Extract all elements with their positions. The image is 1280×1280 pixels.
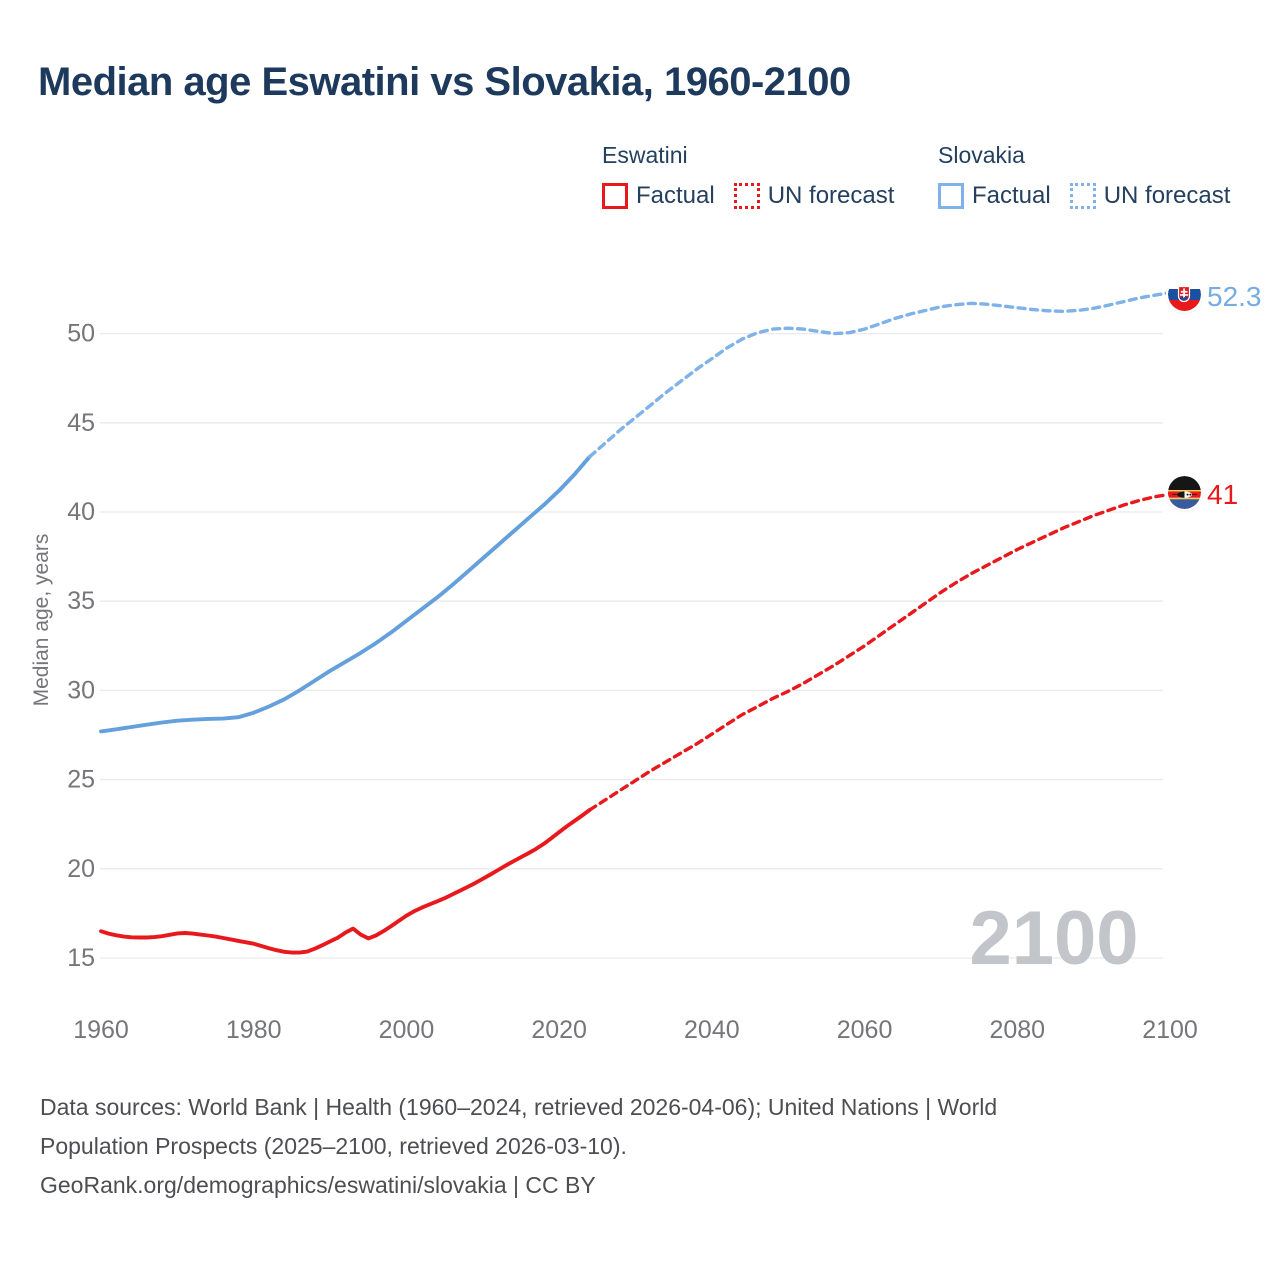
- legend-swatch-slovakia-factual[interactable]: [938, 183, 964, 209]
- footer-attribution-link[interactable]: GeoRank.org/demographics/eswatini/slovak…: [40, 1172, 596, 1198]
- legend-swatch-eswatini-forecast[interactable]: [733, 183, 760, 209]
- legend-swatch-eswatini-factual[interactable]: [602, 183, 628, 209]
- x-tick-label-2060: 2060: [837, 1016, 893, 1044]
- y-tick-label-25: 25: [67, 766, 95, 794]
- slovakia-flag-icon: [1168, 278, 1201, 311]
- data-sources-footer: Data sources: World Bank | Health (1960–…: [40, 1088, 997, 1205]
- y-axis-title: Median age, years: [30, 534, 53, 707]
- series-line-slovakia-un-forecast[interactable]: [588, 290, 1172, 459]
- series-line-eswatini-factual[interactable]: [99, 807, 592, 955]
- series-line-slovakia-factual[interactable]: [99, 454, 592, 734]
- legend-label-slovakia-forecast[interactable]: UN forecast: [1103, 182, 1231, 209]
- series-line-eswatini-un-forecast[interactable]: [588, 492, 1172, 812]
- watermark-year: 2100: [969, 896, 1138, 981]
- x-tick-label-2080: 2080: [989, 1016, 1045, 1044]
- x-tick-label-2020: 2020: [531, 1016, 587, 1044]
- footer-line-2: Population Prospects (2025–2100, retriev…: [40, 1133, 627, 1159]
- y-tick-label-40: 40: [67, 498, 95, 526]
- x-tick-label-1980: 1980: [226, 1016, 282, 1044]
- legend-swatch-slovakia-forecast[interactable]: [1069, 183, 1096, 209]
- footer-line-1: Data sources: World Bank | Health (1960–…: [40, 1094, 998, 1120]
- y-tick-label-20: 20: [67, 855, 95, 883]
- y-tick-label-35: 35: [67, 587, 95, 615]
- legend-label-eswatini-forecast[interactable]: UN forecast: [767, 182, 895, 209]
- legend-group-title-eswatini: Eswatini: [602, 142, 688, 168]
- y-tick-label-45: 45: [67, 409, 95, 437]
- legend-group-eswatini: Eswatini Factual UN forecast: [602, 142, 913, 210]
- x-tick-label-1960: 1960: [73, 1016, 129, 1044]
- slovakia-end-value: 52.3: [1207, 281, 1262, 312]
- eswatini-end-value: 41: [1207, 479, 1239, 510]
- y-tick-label-15: 15: [67, 944, 95, 972]
- page-title: Median age Eswatini vs Slovakia, 1960-21…: [38, 60, 851, 104]
- y-tick-label-30: 30: [67, 676, 95, 704]
- legend-label-eswatini-factual[interactable]: Factual: [636, 182, 715, 209]
- x-tick-label-2100: 2100: [1142, 1016, 1198, 1044]
- x-tick-label-2000: 2000: [379, 1016, 435, 1044]
- legend-label-slovakia-factual[interactable]: Factual: [972, 182, 1051, 209]
- y-tick-label-50: 50: [67, 320, 95, 348]
- x-tick-label-2040: 2040: [684, 1016, 740, 1044]
- eswatini-flag-icon: [1168, 476, 1201, 509]
- legend-group-title-slovakia: Slovakia: [938, 142, 1025, 168]
- legend-group-slovakia: Slovakia Factual UN forecast: [938, 142, 1249, 210]
